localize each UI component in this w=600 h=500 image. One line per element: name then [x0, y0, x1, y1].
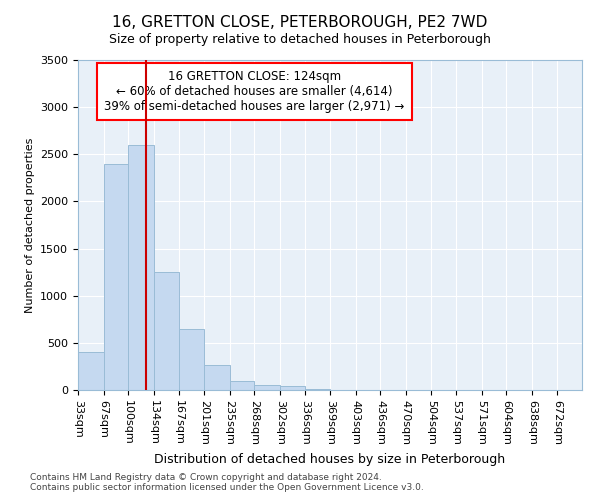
Bar — [128, 145, 154, 390]
Y-axis label: Number of detached properties: Number of detached properties — [25, 138, 35, 312]
Text: Size of property relative to detached houses in Peterborough: Size of property relative to detached ho… — [109, 32, 491, 46]
X-axis label: Distribution of detached houses by size in Peterborough: Distribution of detached houses by size … — [154, 453, 506, 466]
Bar — [280, 386, 305, 390]
Bar — [104, 164, 128, 390]
Text: Contains HM Land Registry data © Crown copyright and database right 2024.
Contai: Contains HM Land Registry data © Crown c… — [30, 473, 424, 492]
Bar — [305, 389, 330, 390]
Text: 16 GRETTON CLOSE: 124sqm
← 60% of detached houses are smaller (4,614)
39% of sem: 16 GRETTON CLOSE: 124sqm ← 60% of detach… — [104, 70, 404, 113]
Bar — [179, 328, 204, 390]
Bar — [154, 272, 179, 390]
Bar — [254, 386, 280, 390]
Text: 16, GRETTON CLOSE, PETERBOROUGH, PE2 7WD: 16, GRETTON CLOSE, PETERBOROUGH, PE2 7WD — [112, 15, 488, 30]
Bar — [204, 366, 229, 390]
Bar — [229, 380, 254, 390]
Bar — [78, 352, 104, 390]
